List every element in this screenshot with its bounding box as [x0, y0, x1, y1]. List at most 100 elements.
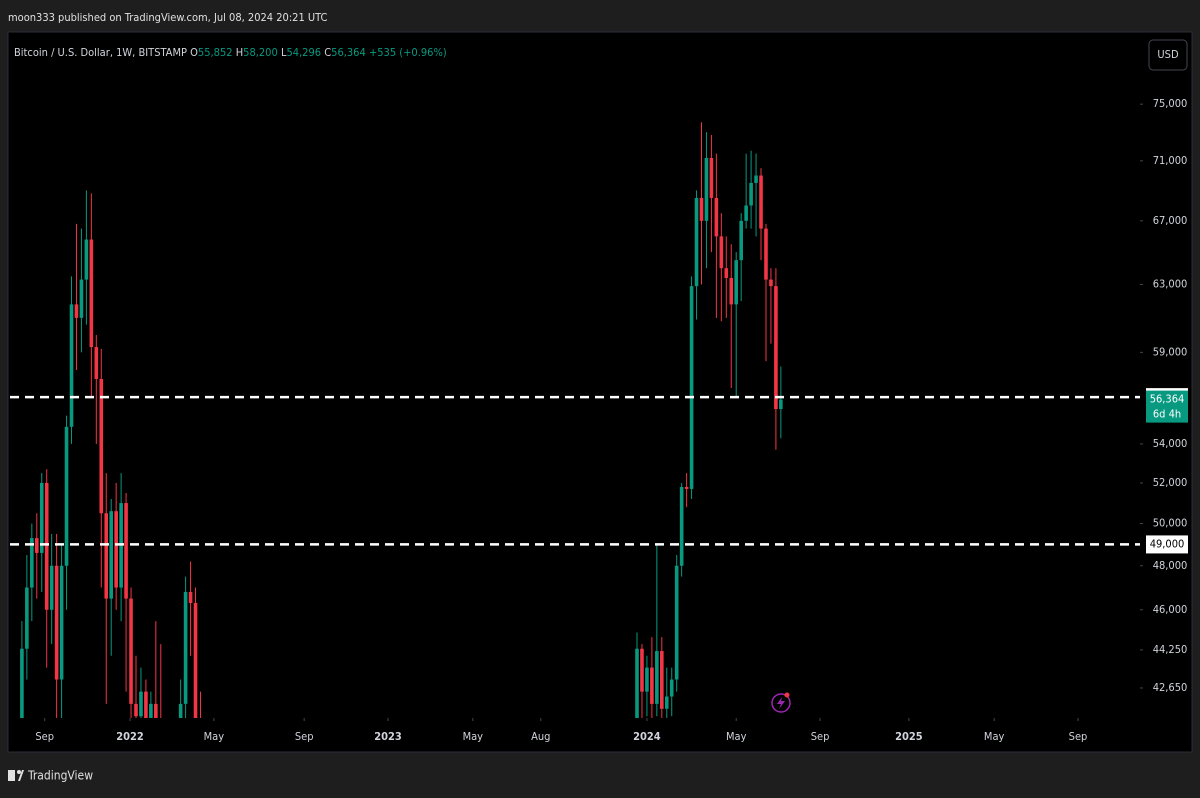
candle-body [64, 426, 69, 566]
ohlc-value: 54,296 [286, 46, 322, 59]
candle-body [744, 205, 748, 221]
candle-body [674, 565, 679, 680]
candle-body [104, 513, 109, 599]
ohlc-value: 58,200 [243, 46, 278, 59]
legend: Bitcoin / U.S. Dollar, 1W, BITSTAMP O55,… [14, 46, 447, 59]
x-tick-label: Sep [811, 730, 830, 743]
currency-button[interactable] [1148, 39, 1188, 71]
chart-area [7, 31, 1193, 753]
change: +535 (+0.96%) [368, 46, 447, 59]
candle-body [669, 679, 674, 697]
candle-body [39, 482, 44, 553]
published: moon333 published on TradingView.com, Ju… [8, 11, 328, 24]
candle-body [679, 486, 684, 566]
candle-body [20, 648, 24, 718]
ohlc: O55,852 H58,200 L54,296 C56,364 [190, 46, 369, 59]
y-tick-label: 46,000 [1153, 603, 1188, 616]
candle-body [664, 696, 669, 709]
candle-body [660, 651, 664, 709]
y-tick-label: 75,000 [1153, 97, 1188, 110]
candle-body [134, 703, 138, 717]
candle-body [124, 503, 128, 599]
x-tick-label: May [463, 730, 484, 743]
candle-body [178, 703, 183, 718]
candle-body [129, 598, 133, 704]
x-tick-label: May [726, 730, 747, 743]
candle-body [54, 565, 59, 680]
candle-body [79, 279, 84, 318]
x-tick-label: 2024 [633, 730, 661, 743]
candle-body [139, 691, 143, 717]
ohlc-value: 56,364 [331, 46, 366, 59]
y-tick-label: 71,000 [1153, 154, 1188, 167]
candle-body [704, 157, 709, 221]
y-tick-label: 44,250 [1153, 643, 1188, 656]
candle-body [640, 648, 644, 692]
x-tick-label: 2025 [895, 730, 923, 743]
candle-body [109, 511, 113, 599]
candle-body [699, 197, 704, 221]
candle-body [754, 175, 758, 183]
candle-body [734, 260, 739, 305]
x-tick-label: Sep [295, 730, 314, 743]
candle-body [779, 399, 783, 410]
candle-body [769, 279, 773, 287]
y-tick-label: 59,000 [1153, 345, 1188, 358]
candle-body [144, 691, 148, 718]
symbol: Bitcoin / U.S. Dollar, 1W, BITSTAMP [14, 46, 187, 59]
countdown: 6d 4h [1153, 408, 1181, 421]
y-tick-label: 67,000 [1153, 214, 1188, 227]
y-tick-label: 42,650 [1153, 681, 1188, 694]
last-price-label: 56,364 [1150, 393, 1185, 406]
y-tick-label: 63,000 [1153, 277, 1188, 290]
price-tag-label: 49,000 [1150, 537, 1185, 550]
x-tick-label: Aug [531, 730, 550, 743]
x-tick-label: 2022 [116, 730, 144, 743]
candle-body [154, 703, 158, 718]
candle-body [99, 378, 104, 514]
candle-body [684, 486, 689, 489]
currency: USD [1157, 48, 1179, 61]
candle-body [729, 277, 734, 305]
x-tick-label: May [984, 730, 1005, 743]
candle-body [650, 667, 654, 704]
ohlc-key: H [235, 46, 244, 59]
candle-body [749, 182, 753, 206]
candle-body [183, 591, 188, 704]
y-tick-label: 54,000 [1153, 437, 1188, 450]
ohlc-key: L [280, 46, 287, 59]
candle-body [34, 538, 39, 553]
candle-body [84, 239, 89, 280]
candle-body [709, 157, 714, 198]
y-tick-label: 52,000 [1153, 476, 1188, 489]
ohlc-key: O [190, 46, 198, 59]
last-price-tag [1146, 390, 1188, 423]
candle-body [724, 268, 729, 278]
candle-body [114, 511, 118, 588]
x-tick-label: Sep [1069, 730, 1088, 743]
x-tick-label: 2023 [374, 730, 402, 743]
candle-body [74, 304, 79, 318]
candle-body [759, 175, 763, 229]
brand: TradingView [27, 769, 93, 783]
plot [20, 122, 783, 718]
candle-body [49, 565, 54, 610]
candle-body [193, 603, 198, 718]
y-tick-label: 50,000 [1153, 517, 1188, 530]
candle-body [94, 347, 99, 379]
candle-body [30, 538, 34, 588]
candle-body [694, 197, 699, 287]
candle-body [635, 648, 639, 718]
candle-body [689, 286, 694, 489]
x-tick-label: Sep [35, 730, 54, 743]
logo [8, 770, 24, 781]
candle-body [69, 304, 74, 427]
candle-body [188, 591, 193, 604]
candle-body [25, 587, 29, 649]
x-tick-label: May [204, 730, 225, 743]
ohlc-value: 55,852 [197, 46, 233, 59]
price-tag [1146, 535, 1188, 554]
